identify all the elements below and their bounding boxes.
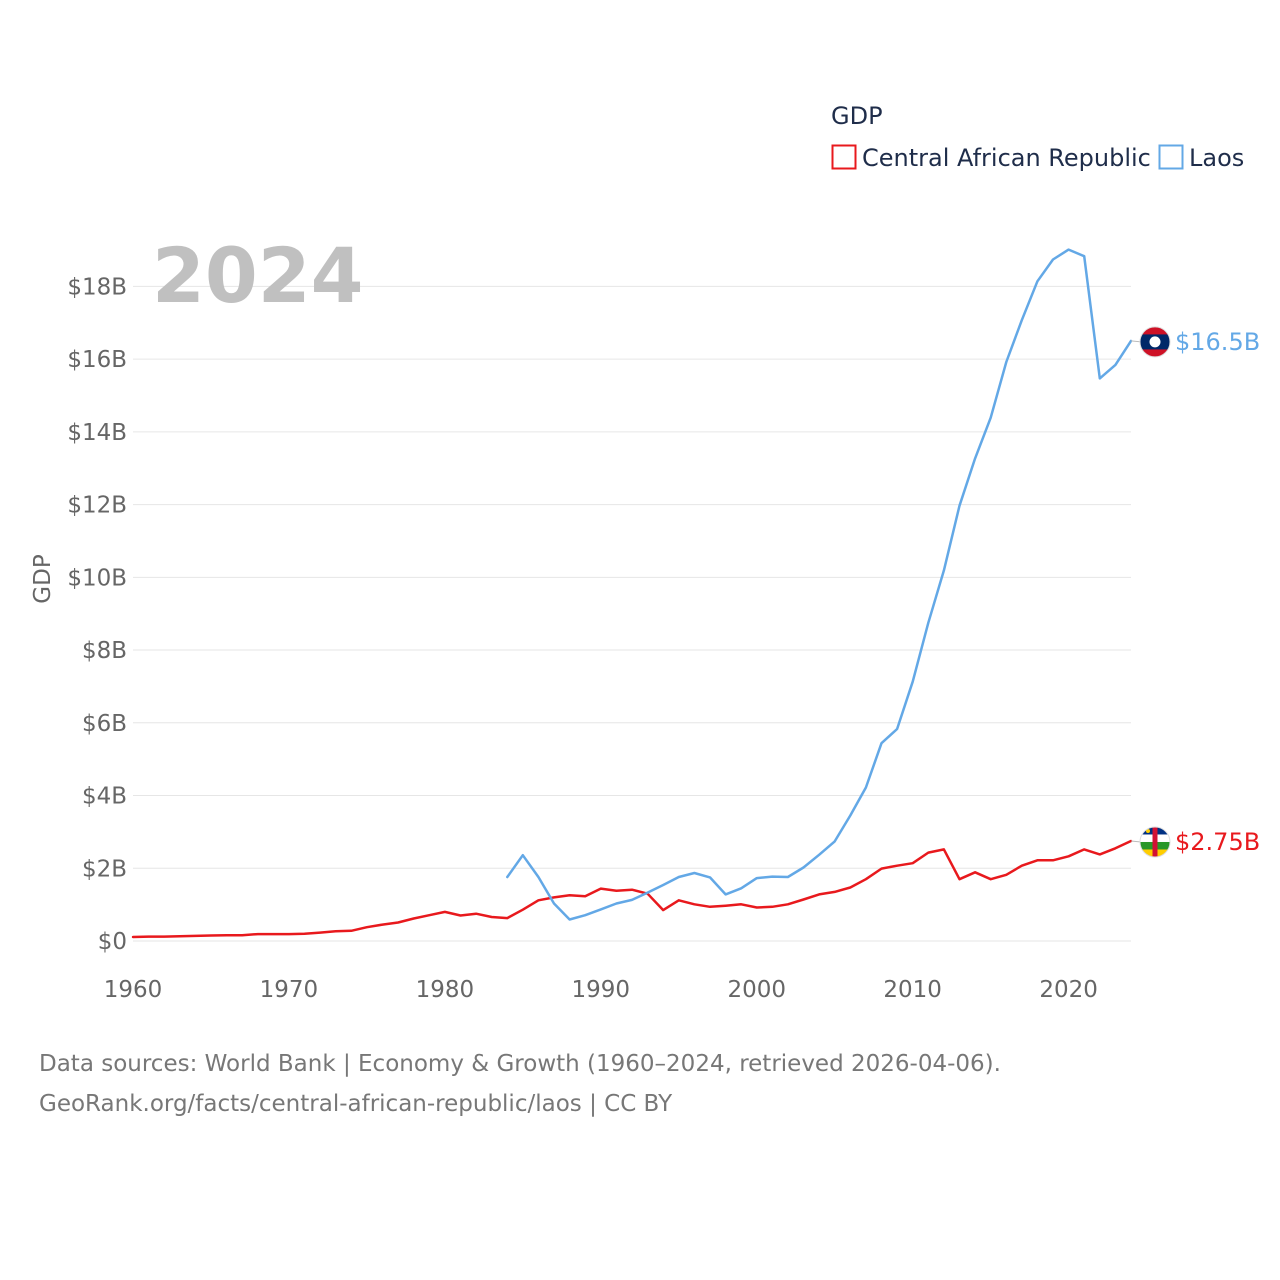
x-tick-label: 2010	[883, 977, 942, 1003]
y-tick-label: $8B	[82, 638, 127, 664]
central-african-republic-flag-icon	[1139, 826, 1171, 858]
series-lines	[131, 248, 1133, 939]
x-tick-label: 1970	[260, 977, 319, 1003]
legend-label-laos[interactable]: Laos	[1189, 144, 1244, 172]
x-tick-label: 1960	[104, 977, 163, 1003]
legend-label-central-african-republic[interactable]: Central African Republic	[862, 144, 1151, 172]
end-value-label-central-african-republic: $2.75B	[1175, 828, 1260, 856]
legend-swatch-laos[interactable]	[1158, 144, 1184, 170]
laos-flag-icon	[1139, 326, 1171, 358]
x-tick-label: 1980	[416, 977, 475, 1003]
current-year-label: 2024	[152, 231, 364, 320]
y-tick-label: $2B	[82, 856, 127, 882]
end-value-label-laos: $16.5B	[1175, 328, 1260, 356]
footer-sources: Data sources: World Bank | Economy & Gro…	[39, 1051, 1001, 1077]
end-connector-laos	[1130, 340, 1142, 343]
series-line-central-african-republic[interactable]	[131, 839, 1133, 939]
y-axis-ticks: $0 $2B $4B $6B $8B $10B $12B $14B $16B $18B	[67, 274, 127, 955]
y-tick-label: $4B	[82, 784, 127, 810]
series-end-labels: $2.75B $16.5B	[1130, 326, 1260, 858]
legend: GDP Central African Republic Laos	[831, 102, 1244, 172]
source-footer: Data sources: World Bank | Economy & Gro…	[39, 1044, 1001, 1124]
gridlines	[133, 285, 1131, 942]
legend-swatch-central-african-republic[interactable]	[831, 144, 857, 170]
x-tick-label: 1990	[572, 977, 631, 1003]
y-tick-label: $6B	[82, 711, 127, 737]
y-tick-label: $12B	[67, 493, 127, 519]
x-tick-label: 2000	[727, 977, 786, 1003]
end-connector-central-african-republic	[1130, 840, 1142, 843]
y-tick-label: $10B	[67, 565, 127, 591]
legend-title: GDP	[831, 102, 883, 130]
gdp-line-chart: $0$2B$4B$6B$8B$10B$12B$14B$16B$18B 1960 1…	[30, 102, 1260, 1003]
y-axis-title: GDP	[30, 554, 56, 604]
series-line-laos[interactable]	[506, 248, 1133, 921]
footer-attribution[interactable]: GeoRank.org/facts/central-african-republ…	[39, 1091, 673, 1117]
y-tick-label: $0	[98, 929, 127, 955]
y-tick-label: $14B	[67, 420, 127, 446]
x-tick-label: 2020	[1039, 977, 1098, 1003]
x-axis-ticks: 1960 1970 1980 1990 2000 2010 2020	[104, 977, 1098, 1003]
y-tick-label: $18B	[67, 274, 127, 300]
y-tick-label: $16B	[67, 347, 127, 373]
